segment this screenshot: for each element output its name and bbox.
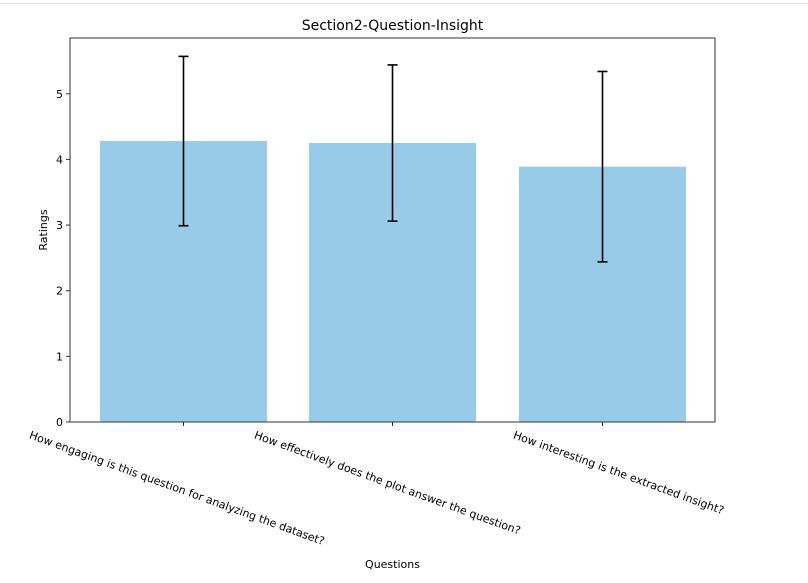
chart-title: Section2-Question-Insight	[302, 18, 484, 34]
x-tick-label-3: How interesting is the extracted insight…	[511, 429, 725, 518]
error-bars-group	[178, 55, 608, 263]
y-tick-label-1: 1	[56, 350, 63, 363]
y-tick-label-0: 0	[56, 416, 63, 429]
y-axis-label: Ratings	[37, 209, 50, 250]
error-bar-1	[178, 55, 189, 227]
x-axis-label: Questions	[365, 558, 420, 571]
error-bar-2	[387, 64, 398, 222]
y-axis: 0 1 2 3 4 5	[56, 88, 70, 429]
x-axis: How engaging is this question for analyz…	[27, 422, 726, 548]
top-border-line	[0, 3, 808, 4]
y-tick-label-3: 3	[56, 219, 63, 232]
y-tick-label-4: 4	[56, 153, 63, 166]
y-tick-label-5: 5	[56, 88, 63, 101]
error-bar-3	[597, 70, 608, 263]
y-tick-label-2: 2	[56, 285, 63, 298]
x-tick-label-2: How effectively does the plot answer the…	[252, 429, 522, 538]
